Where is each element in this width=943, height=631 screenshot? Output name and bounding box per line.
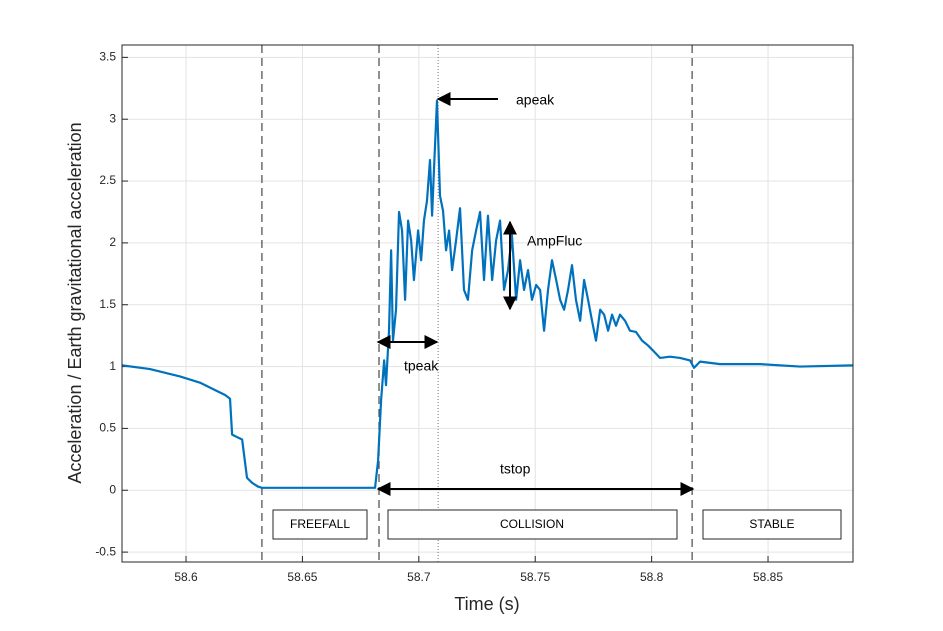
x-tick-label: 58.7 bbox=[407, 570, 431, 584]
phase-label: FREEFALL bbox=[290, 517, 350, 531]
tstop-label: tstop bbox=[500, 461, 531, 477]
phase-label: STABLE bbox=[749, 517, 794, 531]
phase-box bbox=[702, 509, 842, 540]
ampfluc-label: AmpFluc bbox=[527, 233, 582, 249]
phase-lines bbox=[261, 45, 693, 562]
phase-label: COLLISION bbox=[500, 517, 564, 531]
axes-box bbox=[121, 44, 854, 563]
phase-box bbox=[387, 509, 678, 540]
x-tick-label: 58.6 bbox=[174, 570, 198, 584]
y-axis-label: Acceleration / Earth gravitational accel… bbox=[65, 122, 85, 483]
phase-box bbox=[272, 509, 368, 540]
x-tick-label: 58.85 bbox=[753, 570, 783, 584]
x-tick-label: 58.75 bbox=[520, 570, 550, 584]
y-tick-label: 1 bbox=[109, 359, 116, 373]
y-tick-label: 0.5 bbox=[99, 421, 116, 435]
apeak-label: apeak bbox=[516, 92, 555, 108]
y-tick-label: 3 bbox=[109, 111, 116, 125]
data-line bbox=[121, 99, 854, 489]
y-tick-label: 1.5 bbox=[99, 297, 116, 311]
y-tick-label: 2.5 bbox=[99, 173, 116, 187]
y-tick-label: 2 bbox=[109, 235, 116, 249]
y-tick-label: 3.5 bbox=[99, 50, 116, 64]
y-tick-label: -0.5 bbox=[95, 544, 116, 558]
plot bbox=[121, 99, 854, 489]
x-tick-label: 58.8 bbox=[640, 570, 664, 584]
tpeak-label: tpeak bbox=[404, 358, 439, 374]
y-tick-label: 0 bbox=[109, 482, 116, 496]
x-tick-label: 58.65 bbox=[287, 570, 317, 584]
x-axis-label: Time (s) bbox=[454, 594, 519, 614]
